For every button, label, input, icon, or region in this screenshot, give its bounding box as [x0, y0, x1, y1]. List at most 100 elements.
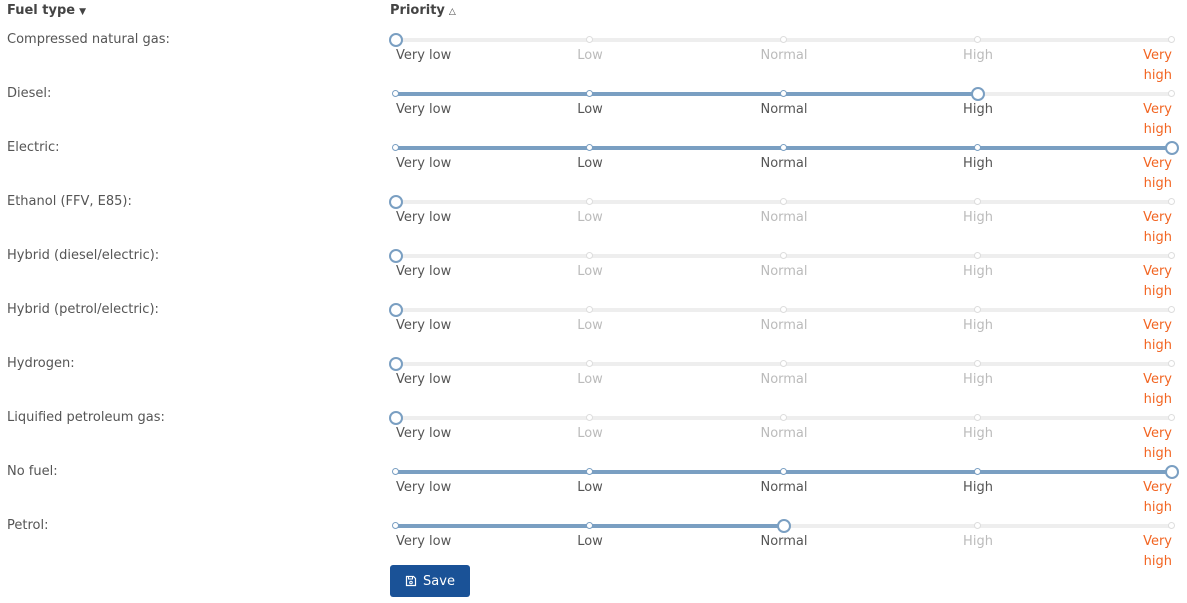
- slider-step-dot[interactable]: [780, 36, 787, 43]
- slider-step-label[interactable]: High: [963, 210, 993, 225]
- slider-handle[interactable]: [389, 303, 403, 317]
- slider-step-label[interactable]: Very high: [1143, 534, 1172, 569]
- slider-step-dot[interactable]: [974, 144, 981, 151]
- slider-step-dot[interactable]: [974, 414, 981, 421]
- slider-step-dot[interactable]: [586, 90, 593, 97]
- fuel-type-header[interactable]: Fuel type ▼: [7, 3, 86, 18]
- slider-step-dot[interactable]: [974, 522, 981, 529]
- slider-handle[interactable]: [389, 411, 403, 425]
- slider-step-label[interactable]: High: [963, 426, 993, 441]
- slider-step-dot[interactable]: [780, 198, 787, 205]
- slider-step-label[interactable]: Normal: [760, 480, 808, 495]
- slider-step-label[interactable]: High: [963, 264, 993, 279]
- slider-step-dot[interactable]: [1168, 36, 1175, 43]
- slider-step-dot[interactable]: [974, 252, 981, 259]
- slider-step-dot[interactable]: [974, 36, 981, 43]
- slider-step-dot[interactable]: [586, 306, 593, 313]
- slider-handle[interactable]: [389, 249, 403, 263]
- slider-step-label[interactable]: Low: [577, 426, 603, 441]
- slider-step-label[interactable]: Very low: [396, 534, 452, 549]
- slider-step-label[interactable]: Very low: [396, 48, 452, 63]
- slider-step-dot[interactable]: [1168, 306, 1175, 313]
- slider-step-dot[interactable]: [780, 144, 787, 151]
- slider-step-label[interactable]: Low: [577, 102, 603, 117]
- slider-step-label[interactable]: Very high: [1143, 318, 1172, 353]
- slider-step-dot[interactable]: [586, 522, 593, 529]
- priority-slider[interactable]: Very low Low Normal High Very high: [392, 465, 1179, 515]
- slider-handle[interactable]: [389, 357, 403, 371]
- slider-step-dot[interactable]: [586, 468, 593, 475]
- slider-step-dot[interactable]: [392, 144, 399, 151]
- slider-step-dot[interactable]: [1168, 522, 1175, 529]
- slider-step-label[interactable]: Very low: [396, 102, 452, 117]
- slider-step-label[interactable]: Very high: [1143, 156, 1172, 191]
- slider-step-dot[interactable]: [586, 414, 593, 421]
- priority-slider[interactable]: Very low Low Normal High Very high: [389, 357, 1175, 407]
- slider-step-label[interactable]: High: [963, 318, 993, 333]
- slider-step-dot[interactable]: [974, 306, 981, 313]
- priority-slider[interactable]: Very low Low Normal High Very high: [392, 519, 1175, 569]
- slider-step-label[interactable]: Very high: [1143, 102, 1172, 137]
- slider-step-label[interactable]: High: [963, 372, 993, 387]
- slider-step-label[interactable]: High: [963, 534, 993, 549]
- slider-step-label[interactable]: Low: [577, 210, 603, 225]
- slider-step-label[interactable]: Normal: [760, 156, 808, 171]
- priority-slider[interactable]: Very low Low Normal High Very high: [389, 411, 1175, 461]
- slider-step-dot[interactable]: [974, 468, 981, 475]
- priority-slider[interactable]: Very low Low Normal High Very high: [389, 33, 1175, 83]
- slider-step-label[interactable]: Very high: [1143, 48, 1172, 83]
- slider-step-dot[interactable]: [392, 90, 399, 97]
- slider-step-dot[interactable]: [974, 360, 981, 367]
- slider-step-label[interactable]: Normal: [760, 534, 808, 549]
- slider-step-label[interactable]: Very high: [1143, 372, 1172, 407]
- slider-step-dot[interactable]: [1168, 90, 1175, 97]
- slider-step-label[interactable]: Very high: [1143, 264, 1172, 299]
- slider-step-label[interactable]: High: [963, 102, 993, 117]
- slider-step-label[interactable]: Low: [577, 156, 603, 171]
- slider-step-dot[interactable]: [586, 360, 593, 367]
- slider-step-label[interactable]: Low: [577, 48, 603, 63]
- slider-step-label[interactable]: Very high: [1143, 210, 1172, 245]
- slider-step-label[interactable]: Normal: [760, 210, 808, 225]
- slider-step-dot[interactable]: [392, 468, 399, 475]
- slider-step-dot[interactable]: [586, 198, 593, 205]
- slider-step-dot[interactable]: [586, 144, 593, 151]
- slider-step-label[interactable]: Very low: [396, 264, 452, 279]
- slider-step-label[interactable]: Very low: [396, 318, 452, 333]
- slider-step-dot[interactable]: [586, 252, 593, 259]
- slider-step-label[interactable]: High: [963, 480, 993, 495]
- slider-step-label[interactable]: Very low: [396, 210, 452, 225]
- slider-step-dot[interactable]: [1168, 198, 1175, 205]
- slider-handle[interactable]: [971, 87, 985, 101]
- slider-step-label[interactable]: Very high: [1143, 426, 1172, 461]
- slider-step-label[interactable]: Normal: [760, 318, 808, 333]
- slider-step-dot[interactable]: [780, 252, 787, 259]
- slider-step-label[interactable]: Very high: [1143, 480, 1172, 515]
- slider-step-dot[interactable]: [392, 522, 399, 529]
- slider-step-dot[interactable]: [780, 90, 787, 97]
- slider-step-label[interactable]: Normal: [760, 102, 808, 117]
- slider-handle[interactable]: [389, 195, 403, 209]
- slider-handle[interactable]: [777, 519, 791, 533]
- priority-slider[interactable]: Very low Low Normal High Very high: [389, 303, 1175, 353]
- slider-step-dot[interactable]: [780, 468, 787, 475]
- slider-step-dot[interactable]: [1168, 360, 1175, 367]
- slider-handle[interactable]: [1165, 465, 1179, 479]
- slider-handle[interactable]: [389, 33, 403, 47]
- slider-step-dot[interactable]: [780, 360, 787, 367]
- slider-step-dot[interactable]: [1168, 252, 1175, 259]
- slider-step-dot[interactable]: [780, 414, 787, 421]
- slider-step-dot[interactable]: [1168, 414, 1175, 421]
- slider-step-label[interactable]: High: [963, 156, 993, 171]
- slider-step-dot[interactable]: [586, 36, 593, 43]
- slider-handle[interactable]: [1165, 141, 1179, 155]
- priority-slider[interactable]: Very low Low Normal High Very high: [389, 249, 1175, 299]
- save-button[interactable]: Save: [390, 565, 470, 597]
- slider-step-label[interactable]: Low: [577, 534, 603, 549]
- slider-step-label[interactable]: Low: [577, 264, 603, 279]
- priority-slider[interactable]: Very low Low Normal High Very high: [392, 87, 1175, 137]
- slider-step-label[interactable]: High: [963, 48, 993, 63]
- slider-step-label[interactable]: Normal: [760, 264, 808, 279]
- slider-step-label[interactable]: Very low: [396, 372, 452, 387]
- slider-step-dot[interactable]: [780, 306, 787, 313]
